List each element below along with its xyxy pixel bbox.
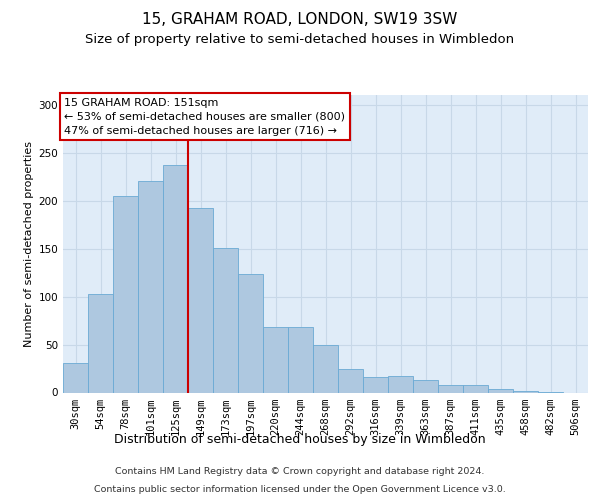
- Bar: [163, 165, 188, 392]
- Bar: [138, 182, 163, 392]
- Bar: [238, 274, 263, 392]
- Bar: [63, 363, 88, 392]
- Bar: [338, 370, 363, 392]
- Bar: [388, 376, 413, 392]
- Bar: [113, 196, 138, 392]
- Bar: [288, 327, 313, 392]
- Bar: [438, 385, 463, 392]
- Bar: [88, 294, 113, 392]
- Bar: [313, 346, 338, 393]
- Bar: [463, 385, 488, 392]
- Text: Size of property relative to semi-detached houses in Wimbledon: Size of property relative to semi-detach…: [85, 32, 515, 46]
- Text: 15, GRAHAM ROAD, LONDON, SW19 3SW: 15, GRAHAM ROAD, LONDON, SW19 3SW: [142, 12, 458, 28]
- Bar: [513, 390, 538, 392]
- Text: 15 GRAHAM ROAD: 151sqm
← 53% of semi-detached houses are smaller (800)
47% of se: 15 GRAHAM ROAD: 151sqm ← 53% of semi-det…: [64, 98, 345, 136]
- Text: Distribution of semi-detached houses by size in Wimbledon: Distribution of semi-detached houses by …: [114, 432, 486, 446]
- Bar: [363, 377, 388, 392]
- Bar: [188, 208, 213, 392]
- Y-axis label: Number of semi-detached properties: Number of semi-detached properties: [24, 141, 34, 347]
- Text: Contains public sector information licensed under the Open Government Licence v3: Contains public sector information licen…: [94, 485, 506, 494]
- Bar: [263, 327, 288, 392]
- Bar: [413, 380, 438, 392]
- Text: Contains HM Land Registry data © Crown copyright and database right 2024.: Contains HM Land Registry data © Crown c…: [115, 468, 485, 476]
- Bar: [488, 388, 513, 392]
- Bar: [213, 248, 238, 392]
